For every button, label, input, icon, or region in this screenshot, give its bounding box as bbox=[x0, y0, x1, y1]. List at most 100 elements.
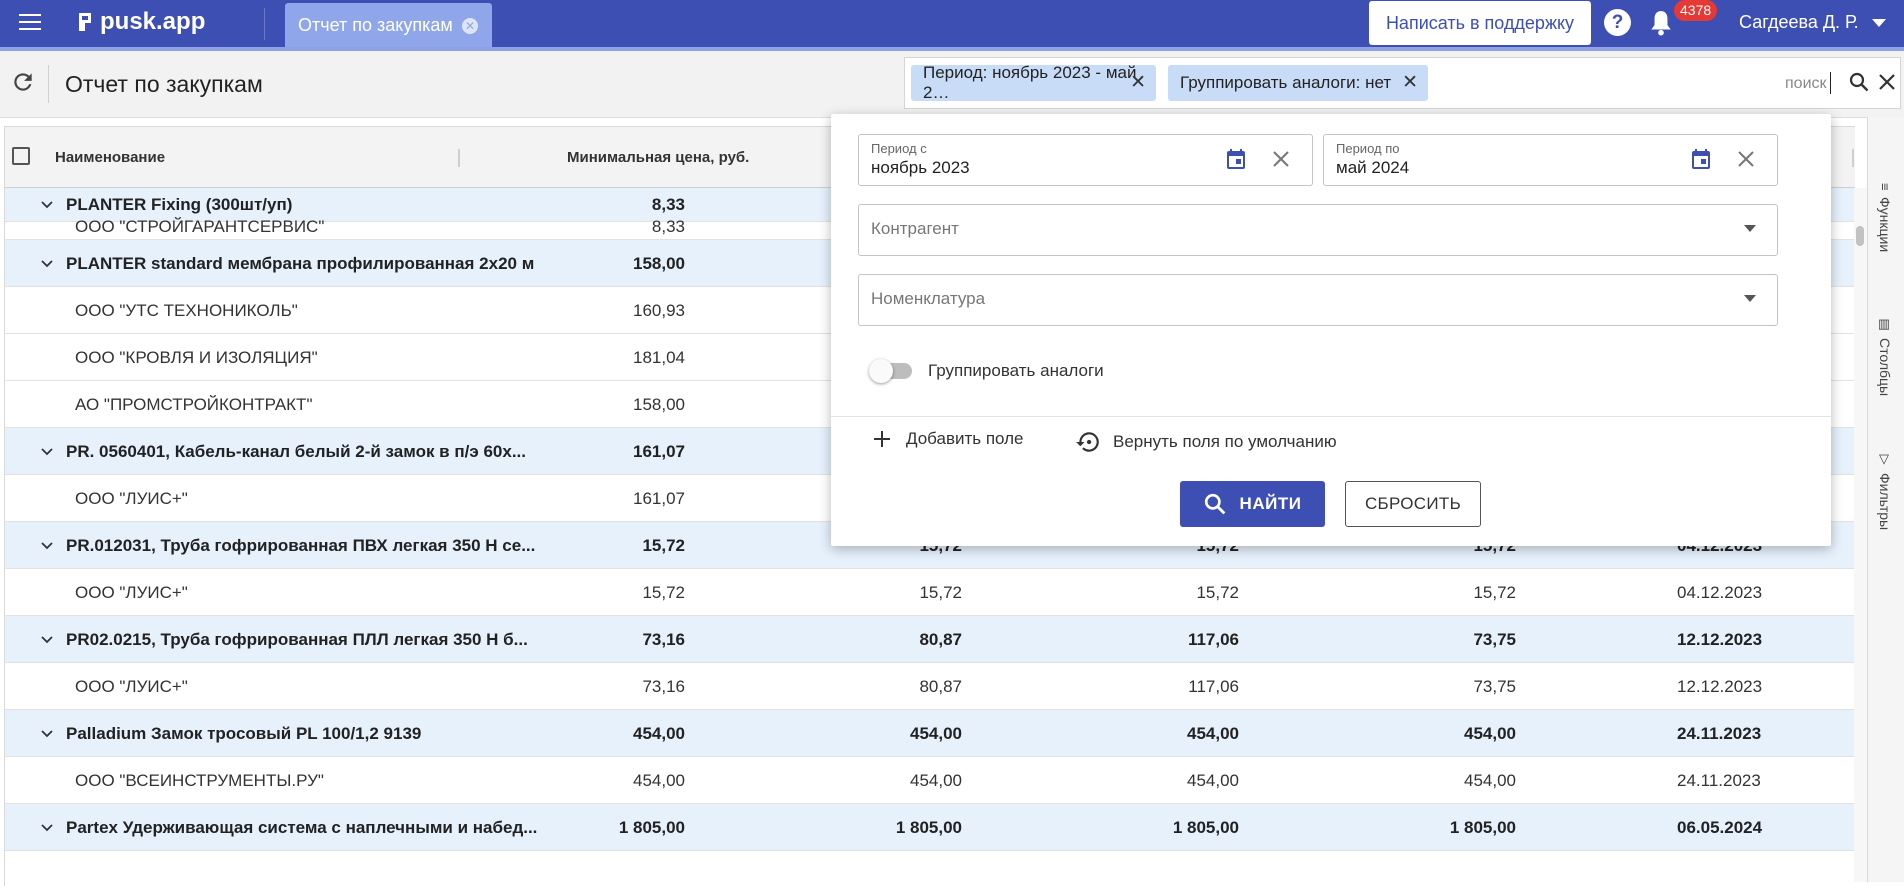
support-button[interactable]: Написать в поддержку bbox=[1369, 1, 1591, 45]
vertical-scrollbar[interactable] bbox=[1854, 188, 1868, 882]
chevron-down-icon[interactable] bbox=[1744, 295, 1756, 302]
chevron-down-icon[interactable] bbox=[41, 201, 53, 209]
field-value: май 2024 bbox=[1336, 158, 1410, 177]
group-row[interactable]: Partex Удерживающая система с наплечными… bbox=[5, 804, 1855, 851]
row-value: 454,00 bbox=[1187, 771, 1239, 790]
row-value: 8,33 bbox=[651, 195, 685, 214]
tab-close-icon[interactable]: ✕ bbox=[462, 18, 478, 34]
chevron-down-icon[interactable] bbox=[41, 730, 53, 738]
add-field-button[interactable]: Добавить поле bbox=[872, 429, 1024, 449]
bell-icon[interactable] bbox=[1648, 9, 1674, 37]
side-tab-columns[interactable]: ▥ Столбцы bbox=[1877, 317, 1893, 396]
popup-divider bbox=[831, 416, 1831, 417]
row-value: 73,75 bbox=[1473, 630, 1516, 649]
chevron-down-icon[interactable] bbox=[1872, 19, 1886, 27]
row-value: 117,06 bbox=[1188, 677, 1239, 696]
row-value: 454,00 bbox=[1464, 771, 1516, 790]
field-label: Период с bbox=[871, 141, 927, 156]
side-tab-label: Столбцы bbox=[1877, 338, 1893, 397]
table-row[interactable]: ООО "ЛУИС+" 73,16 80,87 117,06 73,75 12.12.20… bbox=[5, 663, 1855, 710]
chevron-down-icon[interactable] bbox=[41, 542, 53, 550]
row-value: 8,33 bbox=[651, 217, 685, 236]
tab-purchase-report[interactable]: Отчет по закупкам ✕ bbox=[285, 3, 492, 47]
clear-icon[interactable] bbox=[1736, 149, 1756, 169]
counterparty-select[interactable]: Контрагент bbox=[858, 204, 1778, 256]
row-value: 454,00 bbox=[1187, 724, 1239, 743]
chevron-down-icon[interactable] bbox=[1744, 225, 1756, 232]
row-value: 80,87 bbox=[919, 677, 962, 696]
topbar-divider bbox=[264, 8, 265, 40]
row-value: 161,07 bbox=[633, 442, 685, 461]
help-icon[interactable]: ? bbox=[1604, 9, 1631, 36]
column-header-min-price[interactable]: Минимальная цена, руб. bbox=[567, 149, 750, 166]
chip-label: Группировать аналоги: нет bbox=[1180, 73, 1392, 92]
row-value: 454,00 bbox=[633, 724, 685, 743]
calendar-icon[interactable] bbox=[1689, 147, 1713, 171]
chevron-down-icon[interactable] bbox=[41, 448, 53, 456]
group-row[interactable]: Palladium Замок тросовый PL 100/1,2 9139… bbox=[5, 710, 1855, 757]
user-menu[interactable]: Сагдеева Д. Р. bbox=[1739, 12, 1859, 32]
period-to-field[interactable]: Период по май 2024 bbox=[1323, 134, 1778, 186]
row-value: 15,72 bbox=[642, 536, 685, 555]
period-from-field[interactable]: Период с ноябрь 2023 bbox=[858, 134, 1313, 186]
chevron-down-icon[interactable] bbox=[41, 260, 53, 268]
clear-icon[interactable] bbox=[1271, 149, 1291, 169]
row-date: 24.11.2023 bbox=[1677, 724, 1762, 743]
chevron-down-icon[interactable] bbox=[41, 824, 53, 832]
row-name: ООО "ЛУИС+" bbox=[75, 489, 188, 508]
reset-button[interactable]: СБРОСИТЬ bbox=[1345, 481, 1481, 527]
row-value: 73,16 bbox=[642, 630, 685, 649]
find-label: НАЙТИ bbox=[1239, 494, 1302, 513]
search-icon[interactable] bbox=[1849, 72, 1869, 92]
row-date: 06.05.2024 bbox=[1677, 818, 1763, 837]
scrollbar-thumb[interactable] bbox=[1856, 226, 1864, 246]
row-name: Partex Удерживающая система с наплечными… bbox=[66, 818, 538, 837]
row-name: Palladium Замок тросовый PL 100/1,2 9139 bbox=[66, 724, 422, 743]
row-value: 15,72 bbox=[1473, 583, 1516, 602]
column-resizer[interactable] bbox=[1852, 149, 1854, 167]
table-row[interactable]: ООО "ЛУИС+" 15,72 15,72 15,72 15,72 04.12.202… bbox=[5, 569, 1855, 616]
menu-icon[interactable] bbox=[19, 14, 41, 32]
group-row[interactable]: PR02.0215, Труба гофрированная ПЛЛ легка… bbox=[5, 616, 1855, 663]
row-value: 454,00 bbox=[910, 724, 962, 743]
select-all-checkbox[interactable] bbox=[12, 147, 30, 165]
columns-icon: ▥ bbox=[1877, 317, 1893, 332]
toggle-knob[interactable] bbox=[869, 359, 893, 383]
row-value: 1 805,00 bbox=[895, 818, 962, 837]
filter-chip-period[interactable]: Период: ноябрь 2023 - май 2… ✕ bbox=[911, 63, 1156, 102]
row-date: 12.12.2023 bbox=[1677, 677, 1763, 696]
chevron-down-icon[interactable] bbox=[41, 636, 53, 644]
row-value: 15,72 bbox=[919, 583, 962, 602]
restore-defaults-button[interactable]: Вернуть поля по умолчанию bbox=[1075, 429, 1337, 455]
side-panel: ≡ Функции ▥ Столбцы ▽ Фильтры bbox=[1867, 117, 1904, 882]
chip-remove-icon[interactable]: ✕ bbox=[1402, 72, 1418, 93]
row-value: 454,00 bbox=[910, 771, 962, 790]
refresh-icon[interactable] bbox=[10, 69, 36, 95]
logo-text: pusk.app bbox=[100, 8, 206, 35]
row-name: ООО "КРОВЛЯ И ИЗОЛЯЦИЯ" bbox=[75, 348, 318, 367]
close-icon[interactable] bbox=[1878, 73, 1896, 91]
find-button[interactable]: НАЙТИ bbox=[1180, 481, 1325, 527]
search-input[interactable]: поиск bbox=[1785, 75, 1827, 92]
nomenclature-select[interactable]: Номенклатура bbox=[858, 274, 1778, 326]
row-name: PLANTER standard мембрана профилированна… bbox=[66, 254, 535, 273]
filter-chip-group-analogs[interactable]: Группировать аналоги: нет ✕ bbox=[1168, 65, 1428, 101]
filter-search-bar[interactable]: Период: ноябрь 2023 - май 2… ✕ Группиров… bbox=[904, 57, 1901, 109]
side-tab-filters[interactable]: ▽ Фильтры bbox=[1877, 452, 1893, 530]
column-header-name[interactable]: Наименование bbox=[55, 149, 166, 166]
row-name: ООО "ВСЕИНСТРУМЕНТЫ.РУ" bbox=[75, 771, 324, 790]
app-logo[interactable]: pusk.app bbox=[76, 7, 205, 37]
chip-remove-icon[interactable]: ✕ bbox=[1130, 72, 1146, 93]
chip-label: Период: ноябрь 2023 - май 2… bbox=[923, 63, 1137, 102]
row-value: 454,00 bbox=[1464, 724, 1516, 743]
filter-popup bbox=[831, 114, 1831, 546]
table-row[interactable]: ООО "ВСЕИНСТРУМЕНТЫ.РУ" 454,00 454,00 454,0… bbox=[5, 757, 1855, 804]
side-tab-functions[interactable]: ≡ Функции bbox=[1877, 183, 1893, 252]
calendar-icon[interactable] bbox=[1224, 147, 1248, 171]
row-date: 04.12.2023 bbox=[1677, 583, 1763, 602]
title-divider bbox=[48, 65, 49, 103]
row-value: 181,04 bbox=[633, 348, 685, 367]
column-resizer[interactable] bbox=[458, 149, 460, 167]
row-name: ООО "УТС ТЕХНОНИКОЛЬ" bbox=[75, 301, 298, 320]
row-value: 1 805,00 bbox=[1172, 818, 1239, 837]
